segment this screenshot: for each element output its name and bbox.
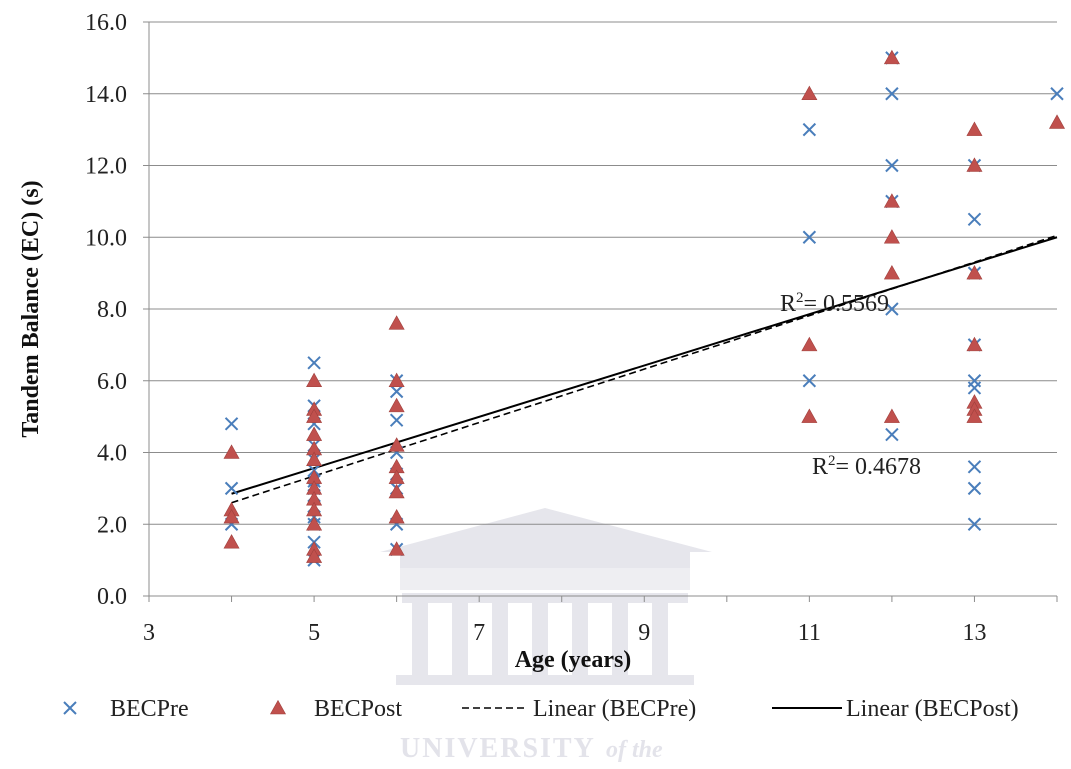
data-point-becpost xyxy=(388,315,405,330)
data-point-becpost xyxy=(223,534,240,549)
data-point-becpost xyxy=(966,265,983,280)
data-point-becpost xyxy=(306,408,323,423)
data-point-becpost xyxy=(388,397,405,413)
data-point-becpost xyxy=(1048,114,1066,129)
x-tick-label: 5 xyxy=(308,620,320,646)
data-point-becpost xyxy=(388,483,405,499)
data-point-becpost xyxy=(966,121,983,136)
y-tick-label: 2.0 xyxy=(97,512,127,538)
y-tick-label: 6.0 xyxy=(97,369,127,395)
data-point-becpre xyxy=(224,417,239,431)
legend: BECPre BECPost Linear (BECPre) Linear (BECP… xyxy=(63,696,1019,722)
data-point-becpost xyxy=(801,85,818,101)
data-point-becpost xyxy=(966,336,983,352)
data-point-becpost xyxy=(388,469,405,484)
legend-label-linear-becpre: Linear (BECPre) xyxy=(533,696,696,722)
data-point-becpre xyxy=(967,481,982,496)
y-tick-label: 8.0 xyxy=(97,297,127,323)
r-squared-annotation-2: R2= 0.4678 xyxy=(812,453,921,480)
y-tick-label: 14.0 xyxy=(85,82,127,108)
data-point-becpre xyxy=(1050,87,1064,101)
trendlines xyxy=(231,234,1058,504)
x-tick-label: 11 xyxy=(798,620,821,646)
x-tick-label: 7 xyxy=(473,620,485,646)
data-point-becpost xyxy=(883,193,900,208)
data-point-becpost xyxy=(883,229,900,244)
data-point-becpost xyxy=(388,508,405,524)
x-tick-label: 3 xyxy=(143,620,155,646)
y-tick-labels: 0.0 2.0 4.0 6.0 8.0 10.0 12.0 14.0 16.0 xyxy=(85,10,127,610)
data-point-becpost xyxy=(966,157,983,172)
x-tick-labels: 3 5 7 9 11 13 xyxy=(143,620,986,646)
data-point-becpre xyxy=(307,356,321,370)
data-point-becpost xyxy=(801,336,818,352)
data-point-becpost xyxy=(306,372,323,388)
data-point-becpost xyxy=(966,408,983,423)
data-point-becpost xyxy=(883,408,900,423)
data-point-becpost xyxy=(306,451,323,466)
data-point-becpre xyxy=(802,374,817,388)
data-point-becpost xyxy=(306,501,323,517)
data-point-becpost xyxy=(388,437,405,452)
data-point-becpre xyxy=(802,122,817,137)
y-axis-title: Tandem Balance (EC) (s) xyxy=(18,180,44,437)
y-tick-label: 16.0 xyxy=(85,10,127,36)
legend-marker-becpre xyxy=(63,701,77,715)
data-point-becpost xyxy=(883,49,900,65)
series-becpost xyxy=(223,49,1066,563)
legend-label-becpost: BECPost xyxy=(314,696,402,722)
data-point-becpre xyxy=(389,384,404,399)
x-tick-label: 9 xyxy=(638,620,650,646)
data-point-becpost xyxy=(306,548,323,563)
r-squared-annotation-1: R2= 0.5569 xyxy=(780,290,889,317)
trendline-becpre xyxy=(231,234,1058,504)
watermark-building-icon xyxy=(380,508,712,685)
y-tick-label: 0.0 xyxy=(97,584,127,610)
legend-label-becpre: BECPre xyxy=(110,696,189,722)
x-axis-title: Age (years) xyxy=(515,647,632,673)
data-point-becpre xyxy=(802,230,817,244)
data-point-becpre xyxy=(967,460,982,474)
data-point-becpost xyxy=(388,541,405,556)
data-point-becpost xyxy=(388,372,405,388)
data-point-becpre xyxy=(224,481,239,496)
data-point-becpre xyxy=(885,302,899,316)
x-tick-label: 13 xyxy=(962,620,986,646)
data-point-becpost xyxy=(223,508,240,524)
axes xyxy=(143,21,1058,602)
data-point-becpost xyxy=(883,265,900,280)
data-point-becpost xyxy=(801,408,818,423)
data-point-becpost xyxy=(306,516,323,531)
data-point-becpre xyxy=(885,427,899,442)
y-tick-label: 10.0 xyxy=(85,225,127,251)
data-point-becpost xyxy=(223,444,240,459)
legend-label-linear-becpost: Linear (BECPost) xyxy=(846,696,1019,722)
data-point-becpre xyxy=(967,212,982,227)
gridlines xyxy=(149,21,1057,525)
data-point-becpre xyxy=(967,381,982,395)
watermark-text: UNIVERSITY xyxy=(400,733,596,764)
data-point-becpre xyxy=(885,87,899,101)
y-tick-label: 4.0 xyxy=(97,441,127,467)
data-point-becpre xyxy=(389,413,404,427)
trendline-becpost xyxy=(231,236,1058,495)
data-point-becpre xyxy=(885,158,899,173)
data-point-becpost xyxy=(306,426,323,441)
data-point-becpre xyxy=(967,517,982,531)
y-tick-label: 12.0 xyxy=(85,154,127,180)
university-watermark: UNIVERSITY of the xyxy=(380,508,712,764)
watermark-suffix: of the xyxy=(606,737,663,763)
legend-marker-becpost xyxy=(269,699,287,715)
